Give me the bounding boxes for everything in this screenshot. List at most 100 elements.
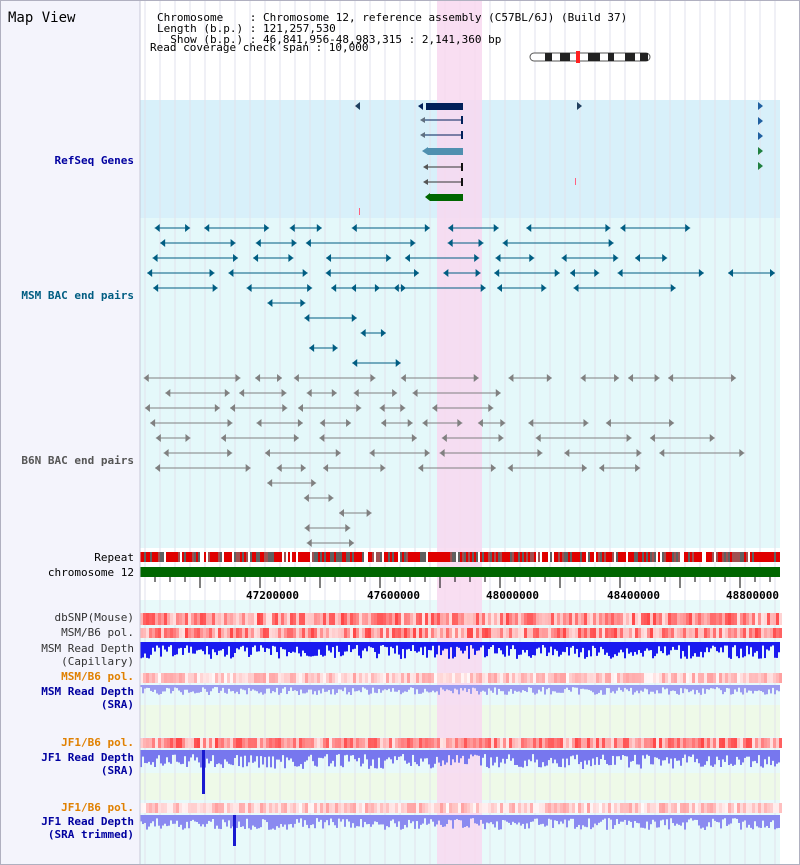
depth-bar <box>388 642 390 656</box>
track-label-refseq[interactable]: RefSeq Genes <box>54 154 134 167</box>
heat-cell <box>491 738 494 748</box>
depth-bar <box>720 750 722 767</box>
depth-bar <box>262 815 264 820</box>
heat-cell <box>446 738 449 748</box>
depth-bar <box>288 815 290 825</box>
depth-bar <box>606 685 608 689</box>
depth-bar <box>508 815 510 823</box>
repeat-segment <box>668 552 670 562</box>
heat-cell <box>665 738 668 748</box>
depth-bar <box>394 642 396 654</box>
heat-cell <box>266 803 269 813</box>
depth-bar <box>656 685 658 691</box>
depth-bar <box>362 642 364 651</box>
heat-cell <box>683 803 686 813</box>
bac-end-marker <box>369 449 375 457</box>
heat-cell <box>218 628 221 638</box>
bac-end-marker <box>493 224 499 232</box>
depth-bar <box>680 642 682 659</box>
heat-cell <box>701 673 704 683</box>
depth-bar <box>776 685 778 691</box>
depth-bar <box>538 642 540 648</box>
depth-bar <box>436 815 438 825</box>
bac-end-marker <box>351 284 357 292</box>
heat-cell <box>407 738 410 748</box>
depth-bar <box>302 815 304 827</box>
heat-cell <box>161 803 164 813</box>
heat-cell <box>461 803 464 813</box>
heat-cell <box>233 628 236 638</box>
depth-bar <box>380 815 382 825</box>
track-label-b6n-bac[interactable]: B6N BAC end pairs <box>21 454 134 467</box>
depth-bar <box>390 815 392 821</box>
repeat-segment <box>536 552 538 562</box>
heat-cell <box>146 628 149 638</box>
depth-bar <box>704 750 706 765</box>
heat-cell <box>635 613 638 625</box>
heat-cell <box>257 628 260 638</box>
bac-end-marker <box>447 239 453 247</box>
depth-bar <box>650 815 652 825</box>
depth-bar <box>204 642 206 655</box>
heat-cell <box>251 613 254 625</box>
depth-bar <box>154 815 156 827</box>
heat-cell <box>713 738 716 748</box>
depth-bar <box>374 685 376 693</box>
heat-cell <box>248 803 251 813</box>
repeat-segment <box>542 552 544 562</box>
depth-bar <box>662 815 664 820</box>
heat-cell <box>356 613 359 625</box>
heat-cell <box>533 673 536 683</box>
bac-end-marker <box>277 374 283 382</box>
heat-cell <box>239 673 242 683</box>
depth-bar <box>466 642 468 646</box>
heat-cell <box>497 613 500 625</box>
depth-bar <box>770 685 772 694</box>
heat-cell <box>374 803 377 813</box>
depth-bar <box>270 750 272 768</box>
depth-bar <box>202 642 204 652</box>
depth-bar <box>164 750 166 764</box>
repeat-segment <box>456 552 458 562</box>
heat-cell <box>728 738 731 748</box>
heat-cell <box>146 803 149 813</box>
heat-cell <box>731 738 734 748</box>
heat-cell <box>485 738 488 748</box>
heat-cell <box>416 613 419 625</box>
depth-bar <box>490 750 492 758</box>
depth-bar <box>272 750 274 757</box>
heat-cell <box>521 673 524 683</box>
heat-cell <box>194 673 197 683</box>
gene-arrow <box>423 164 428 170</box>
heat-cell <box>527 613 530 625</box>
depth-bar <box>660 815 662 821</box>
heat-cell <box>410 673 413 683</box>
depth-bar <box>238 750 240 767</box>
depth-bar <box>226 815 228 827</box>
depth-bar <box>554 685 556 692</box>
heat-cell <box>299 738 302 748</box>
depth-bar <box>770 815 772 823</box>
heat-cell <box>317 628 320 638</box>
repeat-segment <box>332 552 334 562</box>
depth-bar <box>466 750 468 765</box>
bac-end-marker <box>526 224 532 232</box>
depth-bar <box>592 815 594 828</box>
heat-cell <box>335 803 338 813</box>
repeat-segment <box>380 552 382 562</box>
depth-bar <box>406 815 408 828</box>
repeat-segment <box>324 552 326 562</box>
heat-cell <box>734 673 737 683</box>
bac-end-marker <box>155 434 161 442</box>
depth-bar <box>310 685 312 690</box>
depth-bar <box>672 642 674 647</box>
heat-cell <box>431 613 434 625</box>
depth-bar <box>478 750 480 756</box>
repeat-segment <box>534 552 536 562</box>
depth-bar <box>638 815 640 824</box>
track-label-msm-bac[interactable]: MSM BAC end pairs <box>21 289 134 302</box>
heat-cell <box>155 613 158 625</box>
depth-bar <box>306 750 308 761</box>
depth-bar <box>702 642 704 658</box>
